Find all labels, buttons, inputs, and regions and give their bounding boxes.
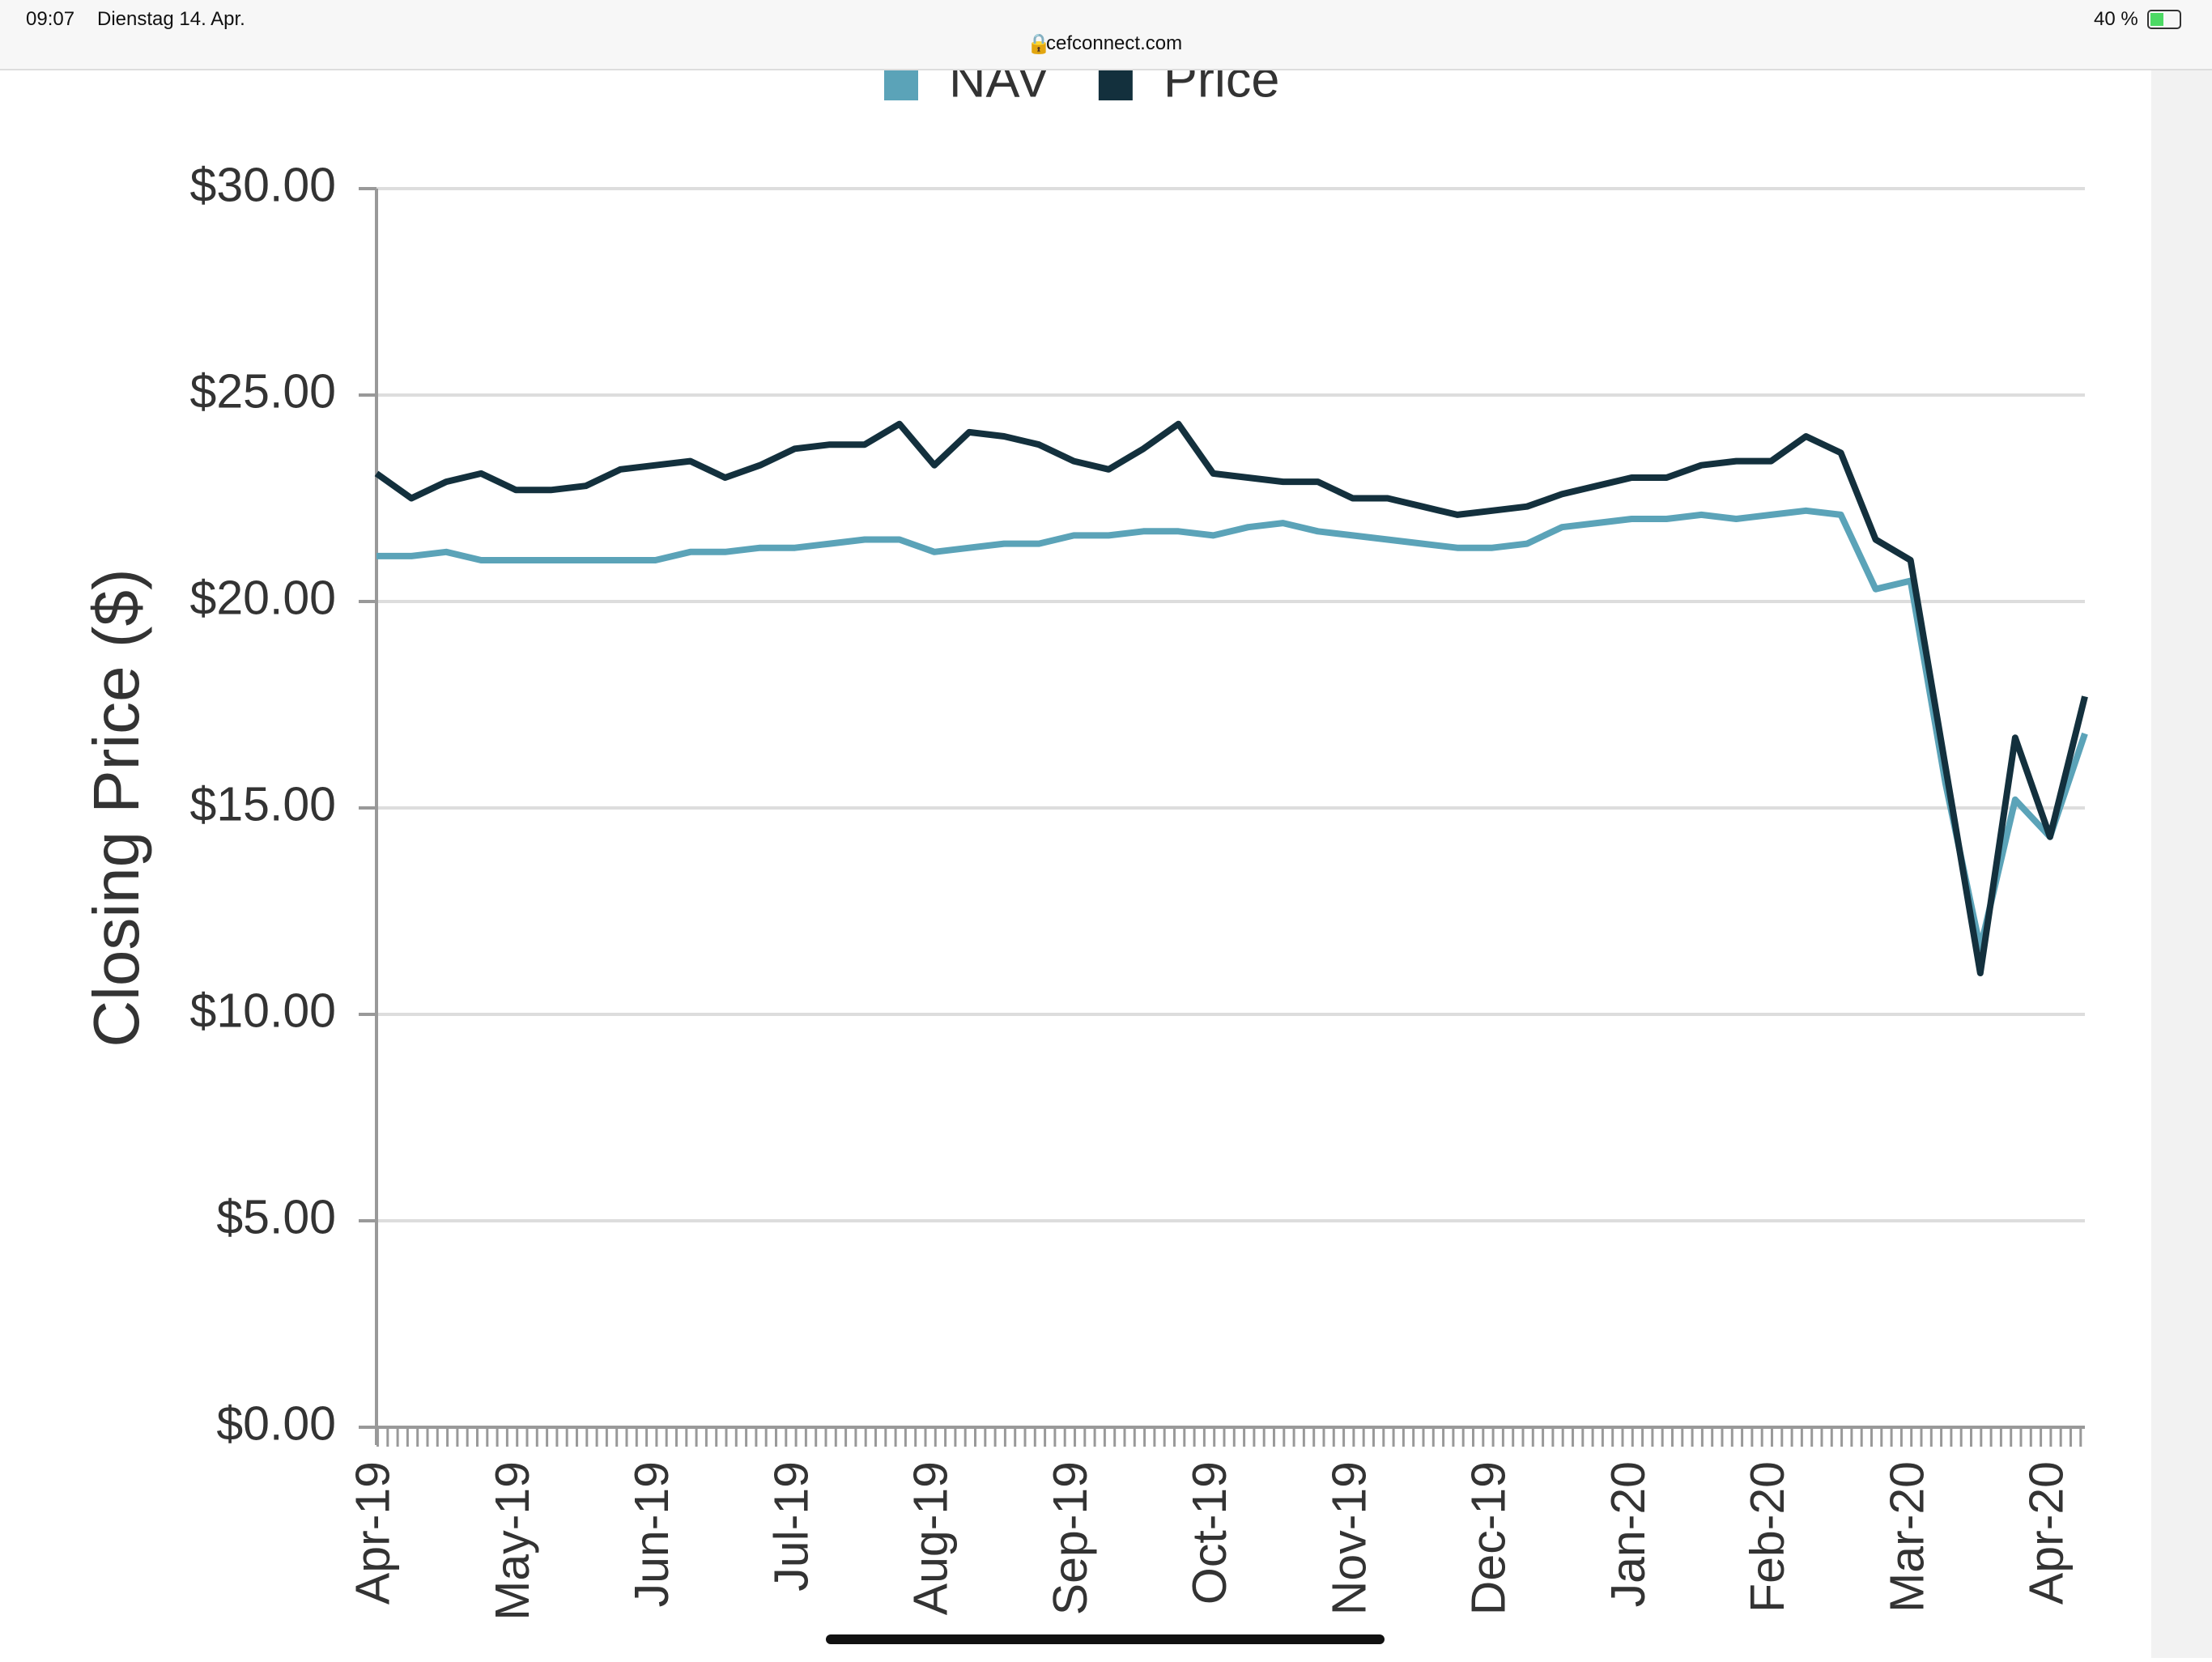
legend-swatch (1098, 66, 1133, 100)
lock-icon: 🔒 (1027, 33, 1051, 55)
x-minor-ticks (376, 1429, 2087, 1447)
y-axis-title: Closing Price ($) (80, 568, 152, 1047)
date: Dienstag 14. Apr. (97, 8, 245, 30)
x-tick-label: Apr-19 (347, 1461, 400, 1605)
y-tick-label: $20.00 (190, 572, 336, 625)
y-tick-label: $30.00 (190, 159, 336, 212)
x-tick-label: Aug-19 (904, 1461, 958, 1615)
battery-icon (2147, 10, 2181, 29)
scrollbar-track (2151, 69, 2212, 1658)
y-tick-label: $0.00 (216, 1397, 336, 1451)
y-tick-label: $25.00 (190, 365, 336, 419)
x-tick-label: May-19 (486, 1461, 539, 1621)
url[interactable]: cefconnect.com (1046, 32, 1183, 54)
x-tick-label: Dec-19 (1462, 1461, 1516, 1615)
y-tick-label: $10.00 (190, 984, 336, 1038)
status-bar: 09:07 Dienstag 14. Apr. 🔒 cefconnect.com… (0, 0, 2212, 70)
x-tick-label: Jun-19 (625, 1461, 678, 1607)
legend-swatch (884, 66, 918, 100)
x-tick-label: Sep-19 (1044, 1461, 1097, 1615)
y-tick-label: $5.00 (216, 1191, 336, 1244)
time: 09:07 (26, 8, 75, 30)
y-tick-label: $15.00 (190, 778, 336, 831)
x-tick-label: Feb-20 (1741, 1461, 1794, 1613)
x-tick-label: Nov-19 (1322, 1461, 1376, 1615)
x-tick-label: Apr-20 (2020, 1461, 2074, 1605)
x-tick-label: Mar-20 (1880, 1461, 1933, 1613)
x-tick-label: Jan-20 (1602, 1461, 1655, 1607)
x-tick-label: Jul-19 (764, 1461, 818, 1592)
home-indicator (826, 1634, 1385, 1644)
line-series (374, 420, 2088, 976)
x-tick-label: Oct-19 (1183, 1461, 1236, 1605)
battery-text: 40 % (2094, 8, 2138, 30)
line-series (376, 507, 2088, 952)
